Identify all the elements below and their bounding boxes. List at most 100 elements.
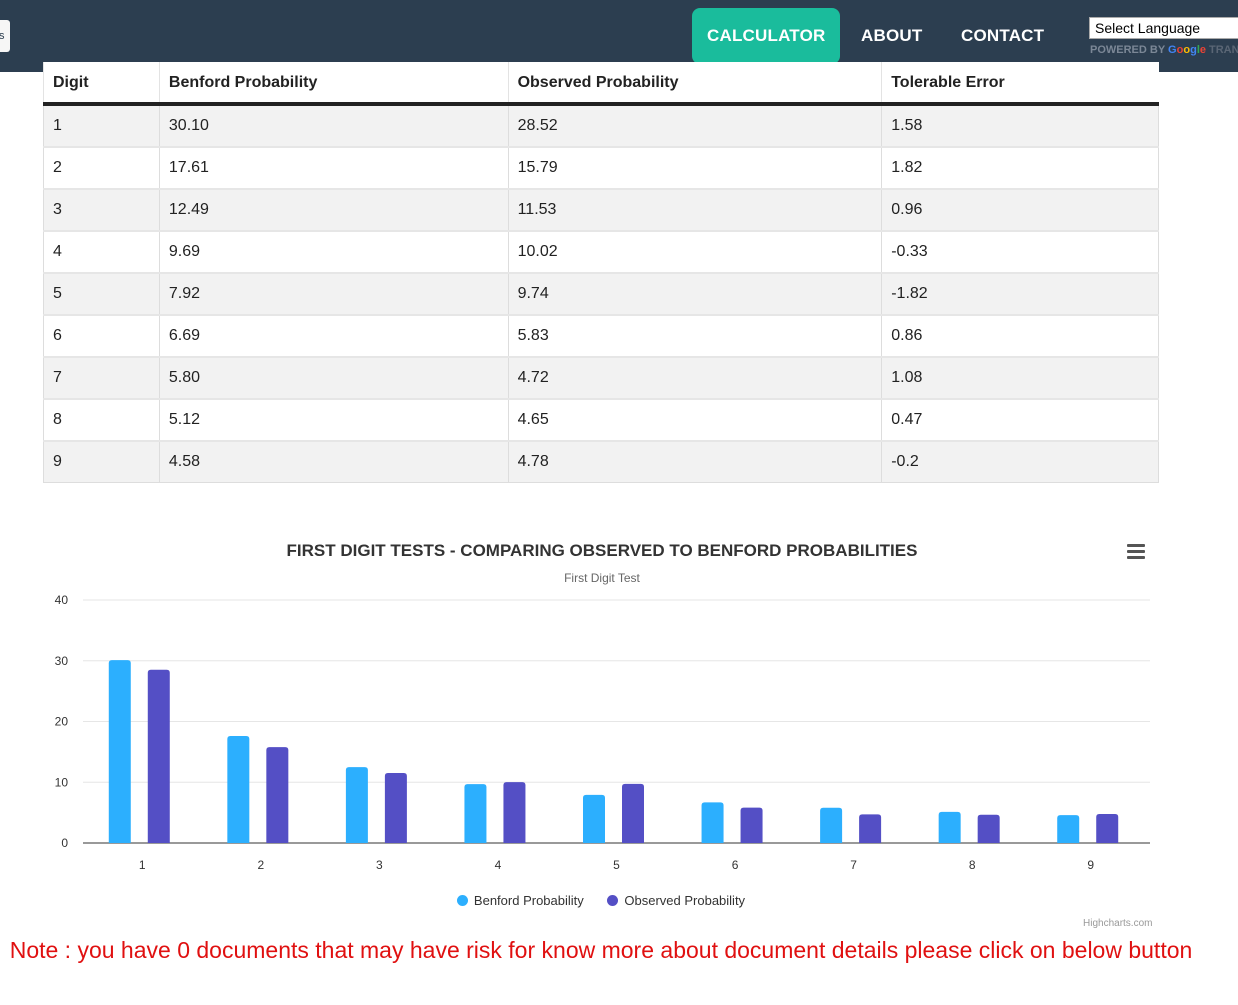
cell-benford: 5.80 [158,356,509,400]
table-header-row: Digit Benford Probability Observed Proba… [43,62,1159,106]
legend-label-observed: Observed Probability [624,893,746,908]
benford-results-table: Digit Benford Probability Observed Proba… [43,62,1159,483]
nav-calculator[interactable]: CALCULATOR [692,8,841,64]
bar-observed-8[interactable] [977,814,1000,843]
chart-subtitle: First Digit Test [564,571,640,585]
legend-observed[interactable]: Observed Probability [607,893,745,908]
cell-digit: 2 [43,146,160,190]
table-row: 5 7.92 9.74 -1.82 [43,272,1159,316]
x-tick-label: 4 [495,858,502,872]
header-observed-probability: Observed Probability [507,62,882,106]
bar-benford-6[interactable] [701,802,724,843]
cell-benford: 12.49 [158,188,509,232]
table-row: 8 5.12 4.65 0.47 [43,398,1159,442]
y-tick-label: 40 [55,593,69,607]
cell-digit: 5 [43,272,160,316]
y-tick-label: 30 [55,654,69,668]
cell-observed: 28.52 [507,103,883,148]
x-tick-label: 3 [376,858,383,872]
table-row: 4 9.69 10.02 -0.33 [43,230,1159,274]
cell-observed: 9.74 [507,272,883,316]
bar-observed-1[interactable] [147,669,170,843]
cell-tolerable-error: -0.2 [881,440,1159,483]
powered-by-google: POWERED BY Google TRAN [1090,44,1238,56]
language-select[interactable]: Select Language [1089,17,1238,39]
cell-tolerable-error: -1.82 [881,272,1159,316]
cell-tolerable-error: 1.82 [881,146,1159,190]
cell-observed: 15.79 [507,146,883,190]
x-tick-label: 9 [1087,858,1094,872]
x-tick-label: 7 [850,858,857,872]
bar-observed-3[interactable] [384,772,407,843]
y-tick-label: 0 [61,836,68,850]
bar-observed-5[interactable] [622,783,644,843]
chart-title: FIRST DIGIT TESTS - COMPARING OBSERVED T… [287,541,918,560]
legend-dot-observed [607,895,619,906]
x-tick-label: 1 [139,858,146,872]
bar-benford-1[interactable] [108,660,131,843]
bar-observed-6[interactable] [740,807,763,843]
cell-digit: 7 [43,356,160,400]
top-navbar: s CALCULATOR ABOUT CONTACT Select Langua… [0,0,1238,72]
highcharts-credits[interactable]: Highcharts.com [1083,918,1153,929]
header-tolerable-error: Tolerable Error [881,62,1159,106]
cell-digit: 9 [43,440,160,483]
cell-benford: 5.12 [158,398,509,442]
bar-benford-8[interactable] [938,811,961,843]
cell-benford: 7.92 [158,272,509,316]
bar-observed-4[interactable] [503,782,526,843]
first-digit-chart: FIRST DIGIT TESTS - COMPARING OBSERVED T… [43,530,1159,930]
powered-by-label: POWERED BY [1090,44,1165,56]
table-row: 6 6.69 5.83 0.86 [43,314,1159,358]
x-tick-label: 8 [969,858,976,872]
bar-benford-2[interactable] [227,736,250,843]
table-row: 9 4.58 4.78 -0.2 [43,440,1159,483]
cell-benford: 6.69 [158,314,509,358]
table-row: 7 5.80 4.72 1.08 [43,356,1159,400]
bar-benford-5[interactable] [583,794,605,843]
bar-benford-9[interactable] [1057,815,1080,843]
cell-tolerable-error: 0.47 [881,398,1159,442]
bar-benford-4[interactable] [464,784,487,843]
cell-observed: 4.72 [507,356,883,400]
nav-about[interactable]: ABOUT [861,26,923,45]
x-tick-label: 2 [257,858,264,872]
cell-observed: 4.65 [507,398,883,442]
chart-legend: Benford Probability Observed Probability [43,893,1159,908]
cell-benford: 9.69 [158,230,509,274]
legend-dot-benford [456,895,468,906]
legend-label-benford: Benford Probability [473,893,584,908]
y-tick-label: 20 [55,715,69,729]
cell-tolerable-error: 0.86 [881,314,1159,358]
google-logo: Google [1168,44,1206,56]
bar-observed-9[interactable] [1096,813,1119,843]
header-digit: Digit [43,62,160,106]
bar-benford-3[interactable] [345,767,368,843]
table-row: 1 30.10 28.52 1.58 [43,103,1159,148]
cell-digit: 1 [43,103,160,148]
y-tick-label: 10 [55,775,69,789]
cell-tolerable-error: 1.58 [881,103,1159,148]
side-tab[interactable]: s [0,20,10,52]
risk-note: Note : you have 0 documents that may hav… [9,937,1193,963]
cell-tolerable-error: 0.96 [881,188,1159,232]
x-tick-label: 6 [732,858,739,872]
header-benford-probability: Benford Probability [158,62,509,106]
cell-tolerable-error: -0.33 [881,230,1159,274]
x-tick-label: 5 [613,858,620,872]
chart-menu-icon[interactable] [1127,544,1145,560]
table-row: 3 12.49 11.53 0.96 [43,188,1159,232]
cell-observed: 4.78 [507,440,883,483]
nav-contact[interactable]: CONTACT [961,26,1045,45]
bar-observed-2[interactable] [266,747,289,843]
bar-benford-7[interactable] [820,807,843,843]
table-row: 2 17.61 15.79 1.82 [43,146,1159,190]
legend-benford[interactable]: Benford Probability [456,893,584,908]
cell-benford: 17.61 [158,146,509,190]
cell-tolerable-error: 1.08 [881,356,1159,400]
cell-digit: 4 [43,230,160,274]
chart-svg: FIRST DIGIT TESTS - COMPARING OBSERVED T… [55,541,1150,872]
cell-benford: 30.10 [158,103,509,148]
cell-digit: 6 [43,314,160,358]
bar-observed-7[interactable] [859,814,882,843]
